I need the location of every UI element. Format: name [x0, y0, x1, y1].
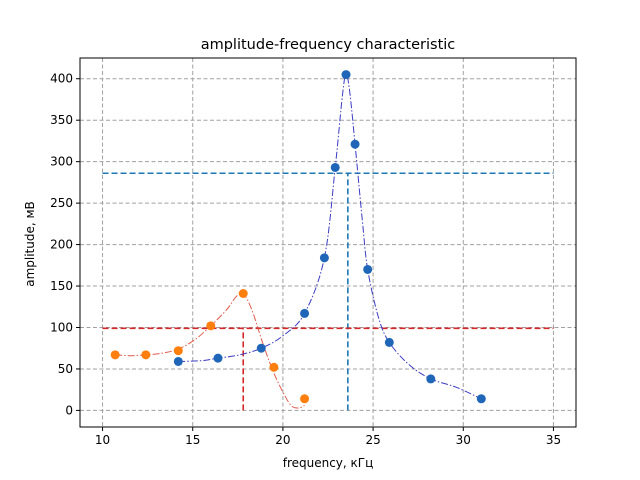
data-point-series-1	[173, 346, 183, 356]
plot-frame	[79, 57, 577, 428]
y-tick-label: 400	[50, 72, 73, 86]
data-point-series-0	[426, 374, 436, 384]
data-point-series-0	[300, 308, 310, 318]
data-point-series-1	[206, 321, 216, 331]
data-point-series-0	[213, 353, 223, 363]
data-point-series-0	[350, 139, 360, 149]
data-point-series-0	[341, 70, 351, 80]
data-point-series-0	[319, 253, 329, 263]
y-axis-label: amplitude, мВ	[23, 201, 37, 287]
y-tick-label: 350	[50, 113, 73, 127]
x-tick-label: 30	[456, 433, 471, 447]
x-tick-label: 20	[275, 433, 290, 447]
x-tick-label: 15	[185, 433, 200, 447]
data-points	[110, 70, 486, 404]
data-point-series-0	[173, 356, 183, 366]
chart-title: amplitude-frequency characteristic	[201, 37, 456, 53]
data-point-series-0	[330, 162, 340, 172]
y-tick-label: 300	[50, 155, 73, 169]
data-point-series-0	[384, 337, 394, 347]
fit-curve-1	[115, 292, 305, 409]
x-tick-label: 35	[546, 433, 561, 447]
data-point-series-0	[256, 343, 266, 353]
y-tick-label: 200	[50, 238, 73, 252]
x-tick-label: 10	[95, 433, 110, 447]
threshold-lines	[102, 172, 554, 411]
data-point-series-1	[300, 394, 310, 404]
data-point-series-1	[269, 362, 279, 372]
x-tick-label: 25	[365, 433, 380, 447]
y-tick-label: 50	[58, 362, 73, 376]
y-tick-label: 150	[50, 279, 73, 293]
data-point-series-0	[363, 264, 373, 274]
data-point-series-1	[110, 350, 120, 360]
x-axis-label: frequency, кГц	[283, 456, 374, 470]
data-point-series-0	[476, 394, 486, 404]
data-point-series-1	[238, 288, 248, 298]
data-point-series-1	[141, 350, 151, 360]
y-tick-label: 0	[65, 403, 73, 417]
y-tick-label: 250	[50, 196, 73, 210]
y-tick-label: 100	[50, 320, 73, 334]
grid	[80, 58, 576, 427]
